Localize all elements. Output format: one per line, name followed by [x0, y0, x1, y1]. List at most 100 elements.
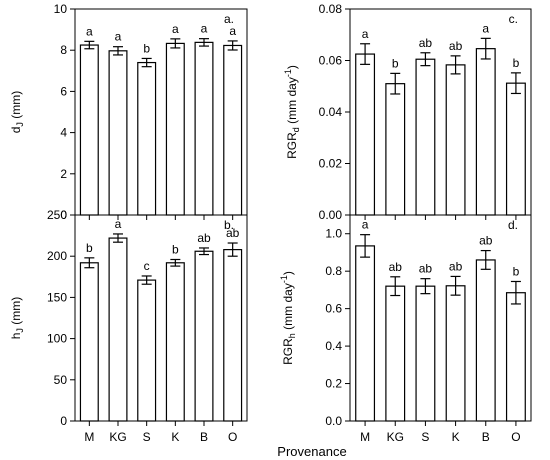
significance-label: b: [143, 41, 150, 55]
bar-KG: [385, 285, 406, 422]
y-tick-label: 10: [54, 2, 68, 16]
panel-b: 0 50 100 150 200 250 b Ma KG c Sb Kab Bab Ob. hJ (mm): [9, 208, 248, 444]
significance-label: a: [229, 24, 236, 38]
significance-label: a: [115, 30, 122, 44]
bar-M: [355, 53, 376, 216]
significance-label: a: [201, 22, 208, 36]
significance-label: ab: [389, 260, 403, 274]
y-tick-label: 2: [60, 167, 67, 181]
significance-label: ab: [479, 234, 493, 248]
x-tick-label: M: [84, 430, 94, 444]
y-tick-label: 150: [47, 290, 67, 304]
x-tick-label: K: [452, 430, 460, 444]
bar-S: [137, 61, 157, 216]
panel-frame: [74, 214, 248, 422]
x-tick-label: KG: [387, 430, 404, 444]
y-tick-label: 0.8: [325, 264, 342, 278]
y-tick-label: 0.06: [319, 54, 343, 68]
y-tick-label: 0: [60, 208, 67, 222]
bar-M: [355, 245, 376, 422]
y-axis-label: RGRd (mm day-1): [283, 65, 301, 159]
panel-tag: a.: [224, 12, 234, 26]
significance-label: a: [172, 22, 179, 36]
significance-label: c: [144, 259, 150, 273]
y-tick-label: 0.00: [319, 208, 343, 222]
x-tick-label: M: [360, 430, 370, 444]
bar-S: [415, 285, 436, 422]
y-tick-label: 0.08: [319, 2, 343, 16]
x-tick-label: S: [143, 430, 151, 444]
bar-K: [445, 64, 466, 216]
y-axis-label: RGRh (mm day-1): [279, 271, 297, 365]
significance-label: ab: [197, 231, 211, 245]
panel-frame: [74, 8, 248, 216]
significance-label: a: [86, 24, 93, 38]
panel-tag: d.: [508, 218, 518, 232]
x-tick-label: B: [482, 430, 490, 444]
significance-label: a: [362, 218, 369, 232]
y-tick-label: 0.2: [325, 377, 342, 391]
bar-KG: [385, 83, 406, 216]
significance-label: a: [115, 217, 122, 231]
x-tick-label: O: [228, 430, 237, 444]
significance-label: a: [482, 21, 489, 35]
y-axis-label: hJ (mm): [9, 297, 25, 340]
y-tick-label: 250: [47, 208, 67, 222]
y-tick-label: 0.4: [325, 339, 342, 353]
bar-B: [475, 259, 496, 422]
bar-KG: [108, 50, 128, 216]
panel-tag: b.: [224, 218, 234, 232]
y-tick-label: 0.04: [319, 105, 343, 119]
y-tick-label: 8: [60, 43, 67, 57]
x-tick-label: B: [200, 430, 208, 444]
x-tick-label: K: [171, 430, 179, 444]
significance-label: b: [392, 56, 399, 70]
significance-label: b: [172, 242, 179, 256]
y-tick-label: 50: [54, 373, 68, 387]
y-tick-label: 0.02: [319, 157, 343, 171]
bar-KG: [108, 237, 128, 422]
bar-B: [194, 250, 214, 422]
y-tick-label: 0.6: [325, 302, 342, 316]
panel-tag: c.: [509, 12, 518, 26]
bar-M: [79, 262, 99, 422]
y-tick-label: 200: [47, 249, 67, 263]
significance-label: ab: [419, 262, 433, 276]
significance-label: b: [86, 241, 93, 255]
bar-B: [475, 48, 496, 216]
bar-O: [223, 44, 243, 216]
y-tick-label: 4: [60, 126, 67, 140]
x-tick-label: O: [511, 430, 520, 444]
significance-label: ab: [449, 259, 463, 273]
y-tick-label: 6: [60, 84, 67, 98]
x-tick-label: S: [421, 430, 429, 444]
significance-label: ab: [226, 226, 240, 240]
y-tick-label: 100: [47, 332, 67, 346]
significance-label: b: [513, 56, 520, 70]
significance-label: a: [362, 27, 369, 41]
panel-d: 0.0 0.2 0.4 0.6 0.8 1.0 a Mab KG ab Sab Kab Bb Od. RGR…: [279, 214, 532, 444]
y-tick-label: 1.0: [325, 227, 342, 241]
bar-S: [415, 58, 436, 216]
y-axis-label: dJ (mm): [9, 91, 25, 134]
bar-O: [505, 82, 526, 216]
x-tick-label: KG: [109, 430, 126, 444]
bar-B: [194, 41, 214, 216]
y-tick-label: 0.0: [325, 414, 342, 428]
bar-K: [165, 262, 185, 422]
panel-frame: [349, 8, 532, 216]
x-axis-label: Provenance: [277, 444, 346, 459]
bar-S: [137, 279, 157, 422]
bar-K: [445, 285, 466, 422]
bar-M: [79, 44, 99, 216]
bar-O: [505, 292, 526, 422]
panel-frame: [349, 214, 532, 422]
significance-label: ab: [449, 39, 463, 53]
bar-K: [165, 42, 185, 216]
bar-O: [223, 249, 243, 422]
significance-label: b: [513, 264, 520, 278]
